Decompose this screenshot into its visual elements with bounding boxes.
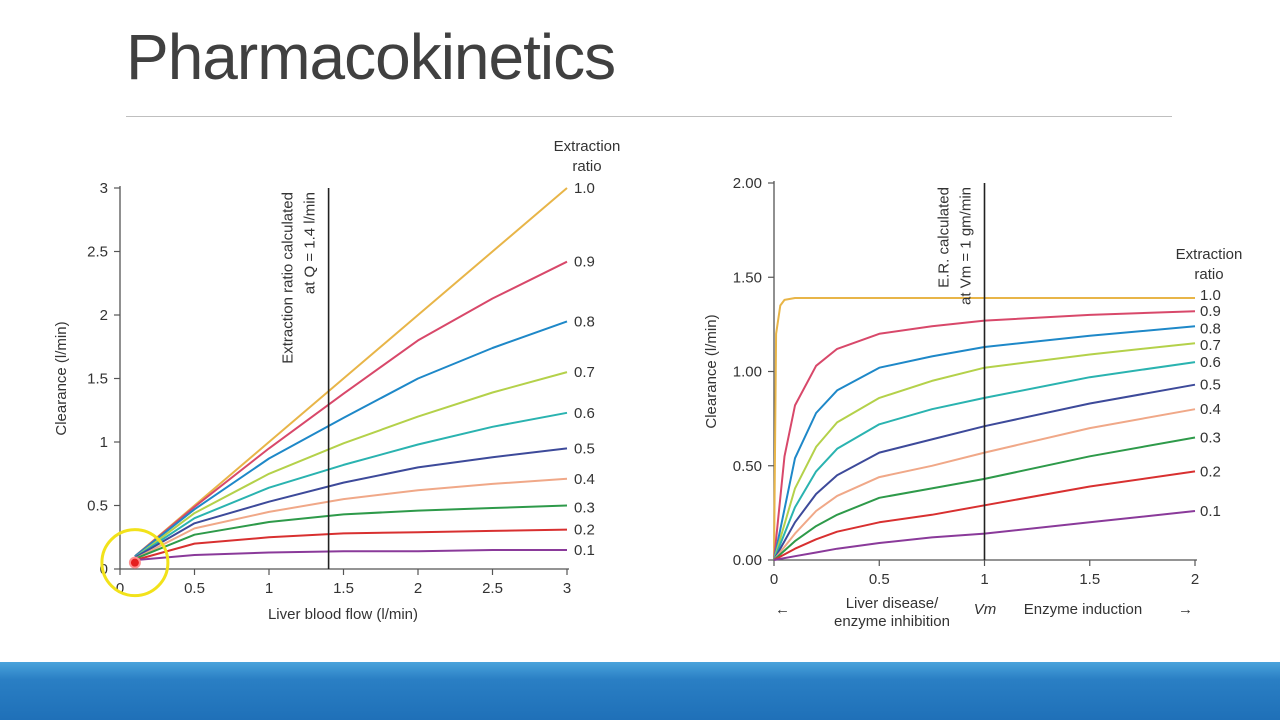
series-line-0.9 bbox=[773, 310, 1196, 561]
series-label-0.1: 0.1 bbox=[1200, 503, 1221, 520]
chart-clearance-vs-vm: 0 0.5 1 1.5 2 0.00 0.50 1.00 1.50 2.00 Clearance (… bbox=[703, 175, 1243, 630]
series-line-0.1 bbox=[773, 510, 1196, 561]
series-label-0.5: 0.5 bbox=[574, 440, 595, 457]
x-axis-label-left: Liver disease/ bbox=[846, 595, 939, 612]
series-label-0.7: 0.7 bbox=[574, 364, 595, 381]
series-line-0.3 bbox=[773, 436, 1196, 561]
y-tick-label: 0.5 bbox=[87, 498, 108, 515]
series-line-0.5 bbox=[773, 383, 1196, 561]
legend-title: Extraction bbox=[554, 138, 621, 155]
legend-title: Extraction bbox=[1176, 246, 1243, 263]
y-axis-label: Clearance (l/min) bbox=[53, 321, 70, 435]
series-label-0.6: 0.6 bbox=[574, 405, 595, 422]
x-tick-label: 1.5 bbox=[333, 580, 354, 597]
x-axis-label-left: enzyme inhibition bbox=[834, 613, 950, 630]
series-line-0.8 bbox=[773, 325, 1196, 561]
y-tick-label: 3 bbox=[100, 180, 108, 197]
title-divider bbox=[126, 116, 1172, 117]
x-tick-label: 1.5 bbox=[1079, 571, 1100, 588]
reference-line-label: at Q = 1.4 l/min bbox=[302, 192, 319, 294]
series-line-0.1 bbox=[134, 549, 567, 562]
highlight-dot bbox=[128, 556, 141, 569]
series-label-0.8: 0.8 bbox=[574, 313, 595, 330]
x-tick-label: 1 bbox=[980, 571, 988, 588]
reference-line-label: Extraction ratio calculated bbox=[280, 192, 297, 364]
series-line-0.4 bbox=[134, 477, 568, 560]
series-label-0.9: 0.9 bbox=[574, 254, 595, 271]
right-arrow-icon: → bbox=[1178, 601, 1193, 618]
series-label-0.6: 0.6 bbox=[1200, 354, 1221, 371]
x-axis-label-right: Enzyme induction bbox=[1024, 601, 1142, 618]
y-tick-label: 2.00 bbox=[733, 175, 762, 192]
series-label-0.2: 0.2 bbox=[1200, 463, 1221, 480]
series-label-0.2: 0.2 bbox=[574, 522, 595, 539]
series-label-0.3: 0.3 bbox=[574, 500, 595, 517]
series-line-0.6 bbox=[134, 411, 568, 559]
series-label-0.5: 0.5 bbox=[1200, 377, 1221, 394]
x-tick-label: 0.5 bbox=[184, 580, 205, 597]
x-tick-label: 2.5 bbox=[482, 580, 503, 597]
series-line-1.0 bbox=[773, 297, 1195, 561]
series-label-0.9: 0.9 bbox=[1200, 303, 1221, 320]
reference-line-label: at Vm = 1 gm/min bbox=[958, 187, 975, 305]
x-tick-label: 2 bbox=[1191, 571, 1199, 588]
series-label-0.4: 0.4 bbox=[1200, 401, 1221, 418]
x-tick-label: 0 bbox=[116, 580, 124, 597]
series-line-0.7 bbox=[134, 371, 568, 559]
legend-title: ratio bbox=[1194, 266, 1223, 283]
y-tick-label: 1.50 bbox=[733, 269, 762, 286]
x-tick-label: 0.5 bbox=[869, 571, 890, 588]
legend-title: ratio bbox=[572, 158, 601, 175]
series-line-0.5 bbox=[134, 447, 568, 559]
series-label-1.0: 1.0 bbox=[574, 180, 595, 197]
series-line-0.3 bbox=[134, 504, 568, 560]
series-label-0.4: 0.4 bbox=[574, 471, 595, 488]
series-line-0.6 bbox=[773, 361, 1196, 561]
series-line-0.4 bbox=[773, 408, 1196, 561]
footer-bar bbox=[0, 662, 1280, 720]
left-arrow-icon: ← bbox=[775, 601, 790, 618]
series-line-1.0 bbox=[134, 187, 568, 558]
x-axis-label-mid: Vm bbox=[974, 601, 997, 618]
x-tick-label: 3 bbox=[563, 580, 571, 597]
y-tick-label: 2 bbox=[100, 307, 108, 324]
y-tick-label: 1.00 bbox=[733, 364, 762, 381]
series-label-0.8: 0.8 bbox=[1200, 320, 1221, 337]
series-line-0.7 bbox=[773, 342, 1196, 561]
series-line-0.2 bbox=[134, 528, 568, 562]
y-tick-label: 2.5 bbox=[87, 244, 108, 261]
slide-title: Pharmacokinetics bbox=[126, 21, 616, 93]
y-tick-label: 0.50 bbox=[733, 458, 762, 475]
series-line-0.9 bbox=[134, 260, 568, 558]
series-line-0.2 bbox=[773, 470, 1196, 561]
series-line-0.8 bbox=[134, 320, 568, 558]
series-label-0.3: 0.3 bbox=[1200, 429, 1221, 446]
series-label-0.7: 0.7 bbox=[1200, 337, 1221, 354]
highlight-ring bbox=[100, 528, 170, 598]
x-tick-label: 2 bbox=[414, 580, 422, 597]
y-tick-label: 0.00 bbox=[733, 552, 762, 569]
x-tick-label: 1 bbox=[265, 580, 273, 597]
y-tick-label: 1 bbox=[100, 434, 108, 451]
reference-line-label: E.R. calculated bbox=[936, 187, 953, 288]
x-tick-label: 0 bbox=[770, 571, 778, 588]
series-label-1.0: 1.0 bbox=[1200, 287, 1221, 304]
y-axis-label: Clearance (l/min) bbox=[703, 314, 720, 428]
x-axis-label: Liver blood flow (l/min) bbox=[268, 606, 418, 623]
y-tick-label: 1.5 bbox=[87, 371, 108, 388]
series-label-0.1: 0.1 bbox=[574, 542, 595, 559]
